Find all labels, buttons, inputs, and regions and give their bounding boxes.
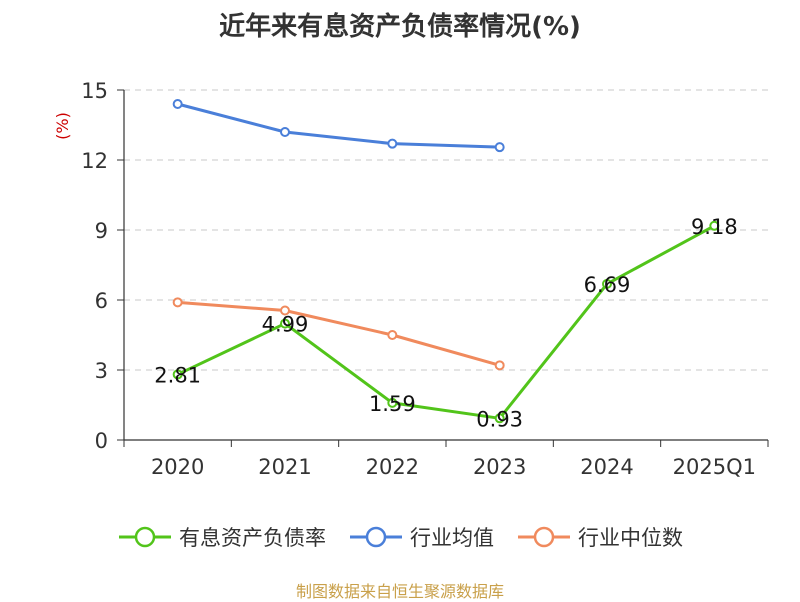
data-point-3 <box>494 360 505 371</box>
legend-swatch <box>350 526 402 548</box>
legend: 有息资产负债率 行业均值 行业中位数 <box>0 520 800 554</box>
x-tick-label: 2025Q1 <box>673 455 756 479</box>
legend-label: 行业中位数 <box>578 526 683 550</box>
legend-swatch <box>119 526 171 548</box>
data-label: 2.81 <box>154 363 201 387</box>
legend-swatch-marker <box>365 526 387 548</box>
data-label: 1.59 <box>369 392 416 416</box>
x-tick-label: 2024 <box>580 455 633 479</box>
data-label: 0.93 <box>476 407 523 431</box>
x-tick-label: 2021 <box>258 455 311 479</box>
legend-swatch-marker <box>134 526 156 548</box>
y-axis-label: (%) <box>53 112 72 140</box>
data-point-1 <box>602 278 612 289</box>
y-tick-label: 12 <box>81 149 108 173</box>
y-tick-label: 9 <box>95 219 108 243</box>
x-tick-label: 2023 <box>473 455 526 479</box>
data-point-3 <box>172 297 183 308</box>
data-point-3 <box>387 330 398 340</box>
legend-label: 有息资产负债率 <box>179 526 326 550</box>
data-point-1 <box>387 397 398 408</box>
line-chart: 0 3 6 9 12 15 2020 2021 2022 2023 2024 2025Q1 (%) 2… <box>53 79 769 479</box>
data-point-1 <box>172 369 183 380</box>
y-tick-label: 6 <box>95 289 108 313</box>
series-line-3 <box>177 300 501 367</box>
data-point-2 <box>172 99 183 109</box>
legend-item-1[interactable]: 有息资产负债率 <box>117 522 326 552</box>
data-point-2 <box>280 127 290 137</box>
data-point-2 <box>494 142 505 153</box>
y-tick-label: 3 <box>95 359 108 383</box>
source-note: 制图数据来自恒生聚源数据库 <box>295 582 504 601</box>
data-point-1 <box>280 318 290 329</box>
data-point-1 <box>709 220 720 231</box>
gridlines <box>124 89 768 371</box>
axes: 0 3 6 9 12 15 2020 2021 2022 2023 2024 2025Q1 <box>81 79 769 479</box>
chart-title: 近年来有息资产负债率情况(%) <box>219 12 581 42</box>
data-point-2 <box>387 138 398 149</box>
legend-item-2[interactable]: 行业均值 <box>348 522 494 552</box>
series-line-1 <box>177 224 716 420</box>
y-tick-label: 15 <box>81 79 108 103</box>
data-point-3 <box>280 305 290 316</box>
data-point-1 <box>494 413 505 424</box>
y-tick-label: 0 <box>95 429 108 453</box>
data-label: 4.99 <box>262 313 309 337</box>
data-label: 9.18 <box>691 215 738 239</box>
legend-swatch <box>518 526 570 548</box>
series-line-2 <box>177 102 500 149</box>
legend-item-3[interactable]: 行业中位数 <box>516 522 683 552</box>
data-labels: 2.81 4.99 1.59 0.93 6.69 9.18 <box>154 215 737 431</box>
data-label: 6.69 <box>584 273 631 297</box>
x-tick-label: 2022 <box>366 455 419 479</box>
legend-label: 行业均值 <box>410 526 494 550</box>
x-tick-label: 2020 <box>151 455 204 479</box>
series <box>172 99 720 424</box>
legend-swatch-marker <box>533 526 555 548</box>
